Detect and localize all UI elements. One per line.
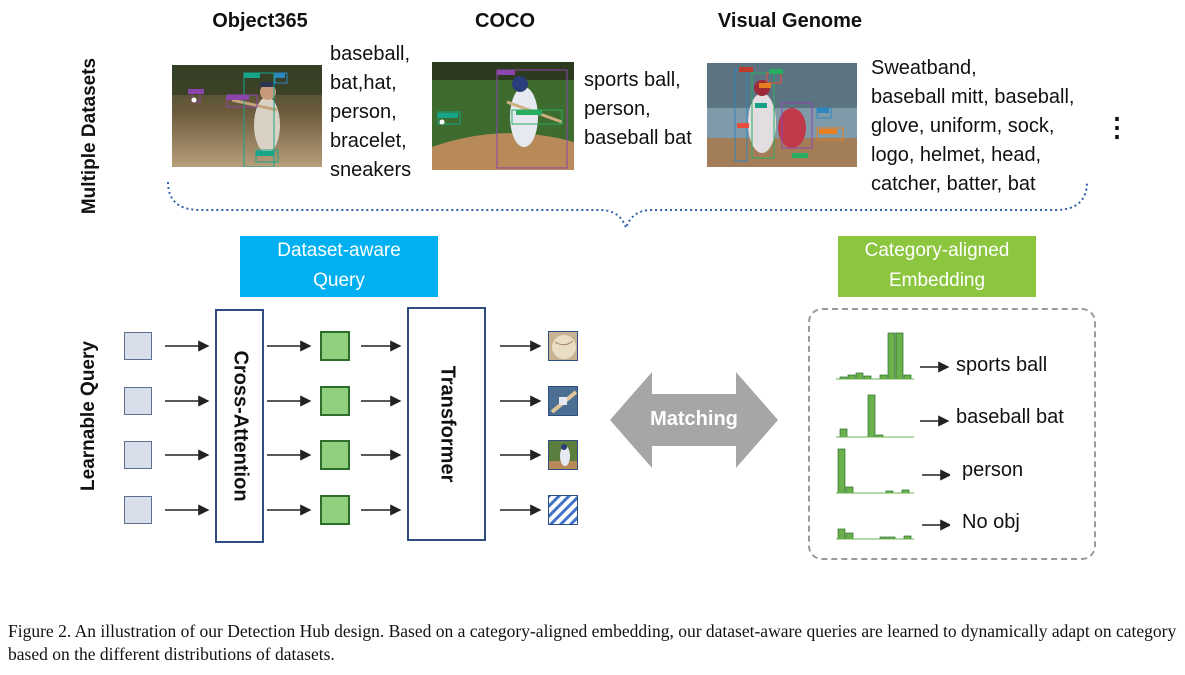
- category-item: baseball bat: [584, 127, 692, 149]
- embedding-label-baseball-bat: baseball bat: [956, 406, 1064, 428]
- category-item: person,: [584, 98, 651, 120]
- category-item: logo, helmet, head,: [871, 144, 1042, 166]
- category-item: Sweatband,: [871, 57, 977, 79]
- output-patch-bat: [548, 386, 578, 416]
- dataset-aware-query-box: Dataset-aware Query: [240, 236, 438, 297]
- learnable-query-square: [124, 496, 152, 524]
- dataset-aware-query-square: [320, 386, 350, 416]
- dataset-aware-query-square: [320, 440, 350, 470]
- category-item: bracelet,: [330, 130, 407, 152]
- dataset-aware-query-square: [320, 331, 350, 361]
- histogram-baseball-bat: [839, 394, 884, 438]
- cross-attention-block: Cross-Attention: [215, 309, 264, 543]
- category-item: sneakers: [330, 159, 412, 181]
- learnable-query-square: [124, 332, 152, 360]
- coco-photo: [432, 62, 574, 170]
- embedding-label-person: person: [962, 459, 1024, 481]
- dataset-aware-query-square: [320, 495, 350, 525]
- embedding-label-sports-ball: sports ball: [956, 354, 1048, 376]
- embedding-label-no-obj: No obj: [962, 511, 1020, 533]
- visual-genome-photo: [707, 63, 857, 167]
- dataset-aware-query-line2: Query: [313, 270, 365, 291]
- output-patch-no-object: [548, 495, 578, 525]
- coco-categories: sports ball, person, baseball bat: [584, 66, 692, 153]
- object365-photo: [172, 65, 322, 167]
- category-item: catcher, batter, bat: [871, 173, 1036, 195]
- category-item: baseball,: [330, 43, 411, 65]
- transformer-label: Transformer: [436, 365, 458, 483]
- embedding-histograms: [836, 332, 950, 540]
- category-item: sports ball,: [584, 69, 681, 91]
- dataset-title-visual-genome: Visual Genome: [717, 10, 863, 32]
- matching-label: Matching: [650, 408, 738, 430]
- category-aligned-embedding-line2: Embedding: [888, 270, 986, 291]
- category-item: baseball mitt, baseball,: [871, 86, 1075, 108]
- category-aligned-embedding-line1: Category-aligned: [864, 240, 1010, 261]
- matching-arrow: [610, 372, 778, 468]
- embedding-container: [808, 308, 1096, 560]
- figure-caption: Figure 2. An illustration of our Detecti…: [8, 621, 1177, 664]
- category-item: person,: [330, 101, 397, 123]
- histogram-person: [837, 448, 910, 494]
- dataset-title-object365: Object365: [212, 10, 308, 32]
- category-item: bat,hat,: [330, 72, 397, 94]
- category-aligned-embedding-box: Category-aligned Embedding: [838, 236, 1036, 297]
- object365-categories: baseball, bat,hat, person, bracelet, sne…: [330, 40, 411, 185]
- histogram-no-obj: [837, 528, 912, 540]
- cross-attention-label: Cross-Attention: [229, 350, 251, 502]
- learnable-query-square: [124, 441, 152, 469]
- histogram-sports-ball: [839, 332, 912, 380]
- category-item: glove, uniform, sock,: [871, 115, 1055, 137]
- dataset-title-coco: COCO: [475, 10, 535, 32]
- transformer-block: Transformer: [407, 307, 486, 541]
- output-patch-person: [548, 440, 578, 470]
- dataset-aware-query-line1: Dataset-aware: [277, 240, 401, 261]
- more-datasets-ellipsis: ⋮: [1104, 112, 1130, 142]
- learnable-query-square: [124, 387, 152, 415]
- output-patch-ball: [548, 331, 578, 361]
- visual-genome-categories: Sweatband, baseball mitt, baseball, glov…: [871, 54, 1074, 199]
